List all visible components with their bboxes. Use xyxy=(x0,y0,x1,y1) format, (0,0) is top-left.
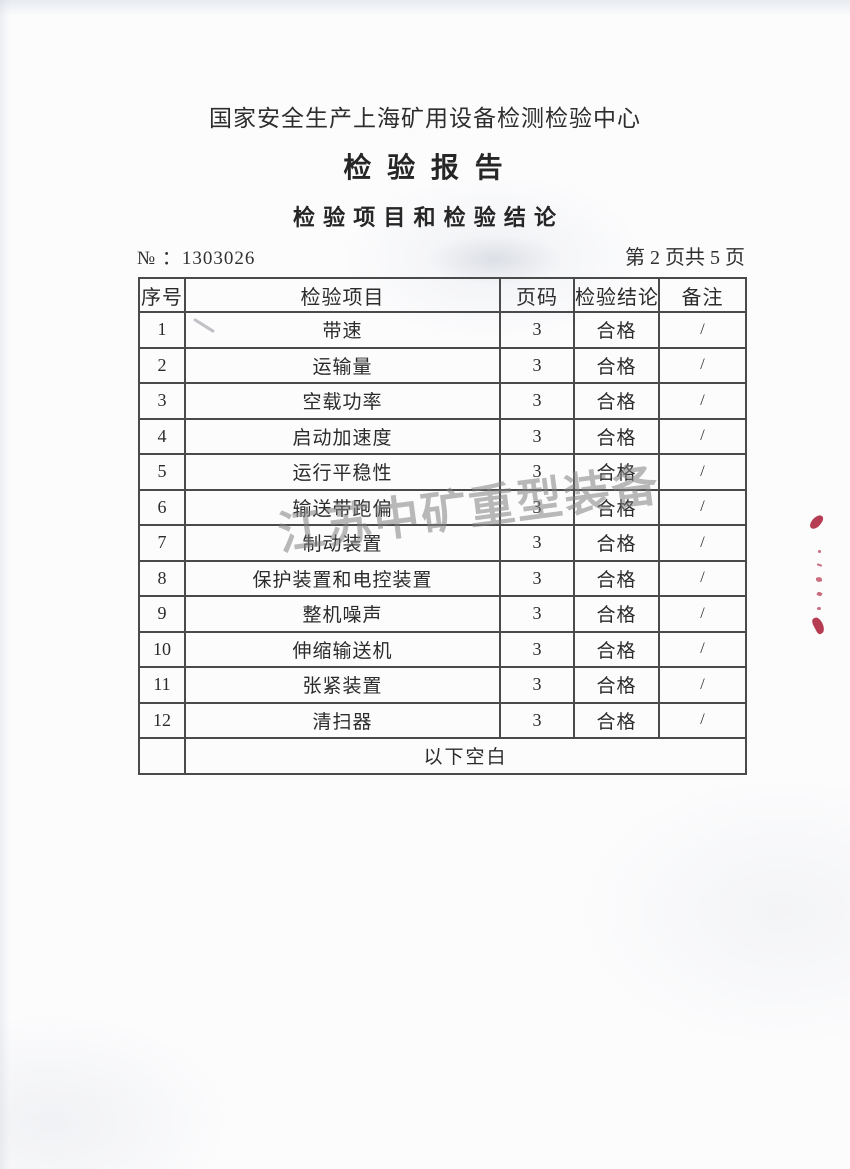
cell-remark: / xyxy=(658,630,747,668)
cell-page: 3 xyxy=(499,595,575,633)
inspection-table: 序号 检验项目 页码 检验结论 备注 1 带速 3 合格/2 运输量 3 合格/3 空载功率 3 合格/4… xyxy=(138,277,747,775)
cell-conclusion: 合格 xyxy=(573,524,660,562)
red-stamp-fragment-top xyxy=(808,512,825,532)
column-header: 检验项目 xyxy=(184,277,501,313)
cell-no: 1 xyxy=(138,311,186,349)
report-title: 检 验 报 告 xyxy=(343,152,507,183)
cell-remark: / xyxy=(658,453,747,491)
cell-no: 8 xyxy=(138,559,186,597)
cell-page: 3 xyxy=(499,382,575,420)
cell-no: 11 xyxy=(138,666,186,704)
organization-name: 国家安全生产上海矿用设备检测检验中心 xyxy=(209,106,641,131)
cell-no: 10 xyxy=(138,630,186,668)
table-row: 1 带速 3 合格 / xyxy=(138,311,747,349)
section-title: 检 验 项 目 和 检 验 结 论 xyxy=(293,205,557,230)
red-stamp-fragment-bottom xyxy=(810,615,827,636)
table-header-row: 序号 检验项目 页码 检验结论 备注 xyxy=(138,277,747,313)
cell-remark: / xyxy=(658,382,747,420)
cell-conclusion: 合格 xyxy=(573,382,660,420)
cell-page: 3 xyxy=(499,417,575,455)
cell-remark: / xyxy=(658,346,747,384)
cell-conclusion: 合格 xyxy=(573,417,660,455)
column-header: 序号 xyxy=(138,277,186,313)
cell-item: 空载功率 xyxy=(184,382,501,420)
cell-page: 3 xyxy=(499,524,575,562)
cell-conclusion: 合格 xyxy=(573,595,660,633)
cell-no: 3 xyxy=(138,382,186,420)
table-row: 4 启动加速度 3 合格 / xyxy=(138,417,747,455)
column-header: 页码 xyxy=(499,277,575,313)
table-row: 10 伸缩输送机 3 合格 / xyxy=(138,630,747,668)
cell-item: 输送带跑偏 xyxy=(184,488,501,526)
cell-conclusion: 合格 xyxy=(573,559,660,597)
cell-remark: / xyxy=(658,417,747,455)
cell-item: 张紧装置 xyxy=(184,666,501,704)
column-header: 检验结论 xyxy=(573,277,660,313)
cell-no: 4 xyxy=(138,417,186,455)
cell-remark: / xyxy=(658,524,747,562)
cell-page: 3 xyxy=(499,346,575,384)
cell-item: 保护装置和电控装置 xyxy=(184,559,501,597)
report-number-label: № ： xyxy=(137,248,182,269)
red-stamp-script-marks xyxy=(813,550,825,610)
cell-item: 运输量 xyxy=(184,346,501,384)
cell-no: 9 xyxy=(138,595,186,633)
cell-no: 2 xyxy=(138,346,186,384)
cell-page: 3 xyxy=(499,701,575,739)
cell-page: 3 xyxy=(499,488,575,526)
inspection-table-wrap: 序号 检验项目 页码 检验结论 备注 1 带速 3 合格/2 运输量 3 合格/3 空载功率 3 合格/4… xyxy=(138,277,747,775)
cell-conclusion: 合格 xyxy=(573,630,660,668)
report-number: № ：1303026 xyxy=(137,243,255,270)
cell-no: 6 xyxy=(138,488,186,526)
cell-conclusion: 合格 xyxy=(573,666,660,704)
cell-no: 12 xyxy=(138,701,186,739)
cell-page: 3 xyxy=(499,666,575,704)
meta-row: № ：1303026 第 2 页共 5 页 xyxy=(137,241,745,270)
table-row: 7 制动装置 3 合格 / xyxy=(138,524,747,562)
table-row: 2 运输量 3 合格 / xyxy=(138,346,747,384)
cell-remark: / xyxy=(658,488,747,526)
table-row: 11 张紧装置 3 合格 / xyxy=(138,666,747,704)
report-number-value: 1303026 xyxy=(181,248,256,269)
table-row: 8 保护装置和电控装置 3 合格 / xyxy=(138,559,747,597)
cell-conclusion: 合格 xyxy=(573,311,660,349)
footer-note-cell: 以下空白 xyxy=(184,737,747,775)
footer-empty-cell xyxy=(138,737,186,775)
table-footer-row: 以下空白 xyxy=(138,737,747,775)
table-body: 1 带速 3 合格/2 运输量 3 合格/3 空载功率 3 合格/4 启动加速度 3 合格/5 运行平稳性… xyxy=(138,311,747,739)
cell-remark: / xyxy=(658,701,747,739)
cell-no: 7 xyxy=(138,524,186,562)
table-row: 6 输送带跑偏 3 合格 / xyxy=(138,488,747,526)
table-row: 5 运行平稳性 3 合格 / xyxy=(138,453,747,491)
cell-conclusion: 合格 xyxy=(573,488,660,526)
cell-page: 3 xyxy=(499,559,575,597)
cell-conclusion: 合格 xyxy=(573,453,660,491)
table-row: 9 整机噪声 3 合格 / xyxy=(138,595,747,633)
cell-item: 运行平稳性 xyxy=(184,453,501,491)
cell-conclusion: 合格 xyxy=(573,346,660,384)
column-header: 备注 xyxy=(658,277,747,313)
cell-conclusion: 合格 xyxy=(573,701,660,739)
cell-page: 3 xyxy=(499,311,575,349)
cell-item: 制动装置 xyxy=(184,524,501,562)
cell-item: 带速 xyxy=(184,311,501,349)
cell-item: 整机噪声 xyxy=(184,595,501,633)
cell-page: 3 xyxy=(499,630,575,668)
cell-remark: / xyxy=(658,666,747,704)
cell-no: 5 xyxy=(138,453,186,491)
cell-page: 3 xyxy=(499,453,575,491)
cell-remark: / xyxy=(658,595,747,633)
cell-remark: / xyxy=(658,559,747,597)
cell-remark: / xyxy=(658,311,747,349)
cell-item: 伸缩输送机 xyxy=(184,630,501,668)
cell-item: 清扫器 xyxy=(184,701,501,739)
cell-item: 启动加速度 xyxy=(184,417,501,455)
table-row: 12 清扫器 3 合格 / xyxy=(138,701,747,739)
page-indicator: 第 2 页共 5 页 xyxy=(625,247,745,269)
table-row: 3 空载功率 3 合格 / xyxy=(138,382,747,420)
